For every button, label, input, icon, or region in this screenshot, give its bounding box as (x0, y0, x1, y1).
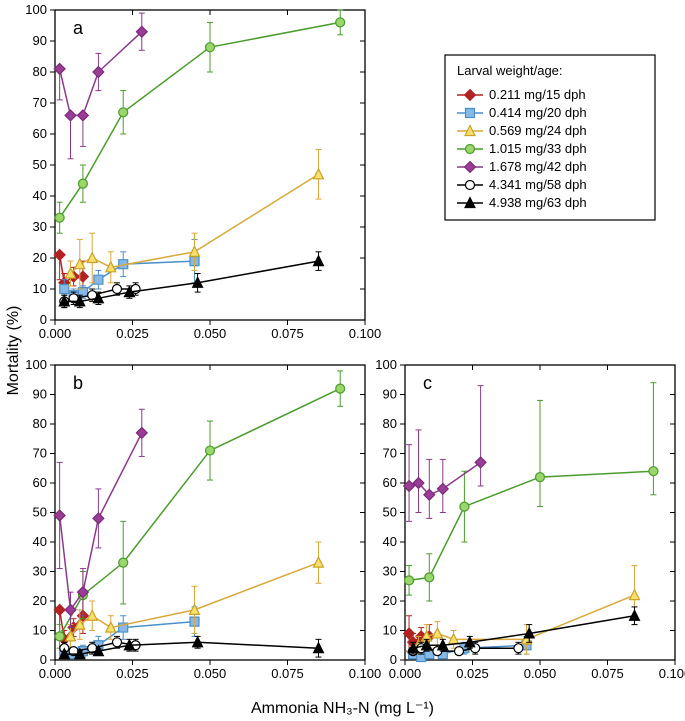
svg-text:0.050: 0.050 (194, 666, 227, 681)
svg-text:c: c (423, 373, 432, 393)
legend: Larval weight/age: 0.211 mg/15 dph 0.414 m… (445, 55, 655, 220)
panel-c: 0 10 20 30 40 50 60 70 80 90 100 0.000 0.025 0.050 0.0… (375, 357, 685, 681)
svg-text:70: 70 (383, 446, 397, 461)
figure-svg: 01020304050607080901000.0000.0250.0500.0… (0, 0, 685, 721)
svg-text:40: 40 (33, 188, 47, 203)
svg-text:100: 100 (375, 357, 397, 372)
svg-text:80: 80 (383, 416, 397, 431)
svg-text:50: 50 (383, 505, 397, 520)
svg-text:50: 50 (33, 505, 47, 520)
svg-text:0.025: 0.025 (456, 666, 489, 681)
legend-item-s6: 4.341 mg/58 dph (489, 177, 587, 192)
panel-b: 0 10 20 30 40 50 60 70 80 90 100 0.000 0.025 0.050 0.0… (25, 357, 381, 681)
svg-text:a: a (73, 18, 84, 38)
series-s5-panel-b (54, 409, 147, 627)
svg-text:20: 20 (33, 250, 47, 265)
svg-text:30: 30 (33, 564, 47, 579)
svg-text:60: 60 (383, 475, 397, 490)
svg-text:90: 90 (383, 387, 397, 402)
svg-text:0: 0 (390, 652, 397, 667)
svg-text:90: 90 (33, 33, 47, 48)
svg-text:0.050: 0.050 (194, 326, 227, 341)
svg-text:10: 10 (383, 623, 397, 638)
svg-text:0.075: 0.075 (271, 326, 304, 341)
legend-item-s7: 4.938 mg/63 dph (489, 195, 587, 210)
legend-item-s3: 0.569 mg/24 dph (489, 123, 587, 138)
svg-text:0.000: 0.000 (389, 666, 422, 681)
svg-text:30: 30 (33, 219, 47, 234)
svg-text:10: 10 (33, 281, 47, 296)
svg-text:0.000: 0.000 (39, 326, 72, 341)
svg-text:0.100: 0.100 (349, 666, 382, 681)
legend-item-s2: 0.414 mg/20 dph (489, 105, 587, 120)
svg-text:90: 90 (33, 387, 47, 402)
series-s5-panel-c (404, 386, 486, 522)
svg-text:0: 0 (40, 312, 47, 327)
svg-text:70: 70 (33, 95, 47, 110)
legend-item-s1: 0.211 mg/15 dph (489, 87, 586, 102)
series-s3-panel-c (414, 566, 640, 655)
figure-container: 01020304050607080901000.0000.0250.0500.0… (0, 0, 685, 721)
svg-text:10: 10 (33, 623, 47, 638)
svg-text:0.025: 0.025 (116, 666, 149, 681)
legend-item-s5: 1.678 mg/42 dph (489, 159, 587, 174)
series-s7-panel-b (59, 636, 323, 658)
svg-text:100: 100 (25, 357, 47, 372)
svg-text:70: 70 (33, 446, 47, 461)
svg-text:50: 50 (33, 157, 47, 172)
svg-text:60: 60 (33, 126, 47, 141)
y-axis-label: Mortality (%) (5, 306, 22, 396)
panel-a: 0 10 20 30 40 50 60 70 80 90 100 0.000 0.025 0.050 0.0… (25, 2, 381, 341)
series-s3-panel-a (66, 150, 324, 290)
svg-text:100: 100 (25, 2, 47, 17)
svg-text:0: 0 (40, 652, 47, 667)
series-s3-panel-b (66, 542, 324, 648)
series-s4-panel-a (55, 10, 345, 233)
svg-text:80: 80 (33, 416, 47, 431)
svg-text:40: 40 (33, 534, 47, 549)
svg-text:0.050: 0.050 (524, 666, 557, 681)
series-s5-panel-a (54, 13, 147, 159)
svg-text:0.075: 0.075 (591, 666, 624, 681)
svg-text:80: 80 (33, 64, 47, 79)
svg-text:b: b (73, 373, 83, 393)
x-axis-label: Ammonia NH₃-N (mg L⁻¹) (251, 700, 434, 717)
svg-text:30: 30 (383, 564, 397, 579)
svg-text:0.025: 0.025 (116, 326, 149, 341)
svg-text:20: 20 (383, 593, 397, 608)
svg-text:0.100: 0.100 (659, 666, 685, 681)
svg-text:0.075: 0.075 (271, 666, 304, 681)
svg-text:0.000: 0.000 (39, 666, 72, 681)
svg-text:60: 60 (33, 475, 47, 490)
svg-text:40: 40 (383, 534, 397, 549)
legend-title: Larval weight/age: (457, 63, 563, 78)
svg-text:0.100: 0.100 (349, 326, 382, 341)
svg-text:20: 20 (33, 593, 47, 608)
legend-item-s4: 1.015 mg/33 dph (489, 141, 587, 156)
